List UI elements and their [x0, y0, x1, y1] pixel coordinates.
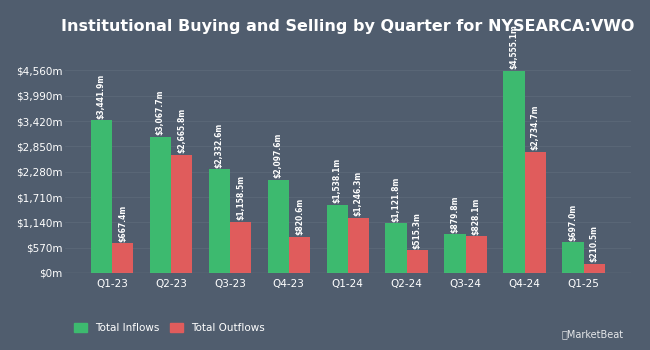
Bar — [268, 180, 289, 273]
Text: $1,538.1m: $1,538.1m — [333, 158, 342, 203]
Text: ⼊MarketBeat: ⼊MarketBeat — [562, 329, 624, 340]
Text: $2,734.7m: $2,734.7m — [531, 105, 540, 150]
Bar — [209, 169, 230, 273]
Text: $667.4m: $667.4m — [118, 205, 127, 242]
Bar — [584, 264, 605, 273]
Bar — [112, 243, 133, 273]
Title: Institutional Buying and Selling by Quarter for NYSEARCA:VWO: Institutional Buying and Selling by Quar… — [61, 19, 634, 34]
Text: $515.3m: $515.3m — [413, 212, 422, 249]
Legend: Total Inflows, Total Outflows: Total Inflows, Total Outflows — [70, 319, 268, 337]
Bar — [289, 237, 310, 273]
Text: $2,332.6m: $2,332.6m — [214, 123, 224, 168]
Text: $697.0m: $697.0m — [569, 203, 577, 241]
Bar — [326, 205, 348, 273]
Bar — [91, 120, 112, 273]
Bar — [445, 234, 465, 273]
Text: $2,097.6m: $2,097.6m — [274, 133, 283, 178]
Bar — [171, 155, 192, 273]
Bar — [465, 236, 487, 273]
Text: $3,067.7m: $3,067.7m — [156, 90, 164, 135]
Text: $3,441.9m: $3,441.9m — [97, 74, 106, 119]
Bar — [150, 137, 171, 273]
Text: $210.5m: $210.5m — [590, 225, 599, 262]
Text: $820.6m: $820.6m — [295, 198, 304, 235]
Bar — [407, 250, 428, 273]
Text: $828.1m: $828.1m — [472, 197, 481, 235]
Bar — [562, 242, 584, 273]
Bar — [503, 71, 525, 273]
Text: $4,555.1m: $4,555.1m — [510, 25, 519, 69]
Bar — [348, 218, 369, 273]
Text: $1,121.8m: $1,121.8m — [391, 176, 400, 222]
Text: $879.8m: $879.8m — [450, 195, 460, 233]
Text: $1,158.5m: $1,158.5m — [236, 175, 245, 220]
Bar — [385, 223, 407, 273]
Bar — [525, 152, 546, 273]
Text: $1,246.3m: $1,246.3m — [354, 171, 363, 216]
Text: $2,665.8m: $2,665.8m — [177, 108, 186, 153]
Bar — [230, 222, 251, 273]
